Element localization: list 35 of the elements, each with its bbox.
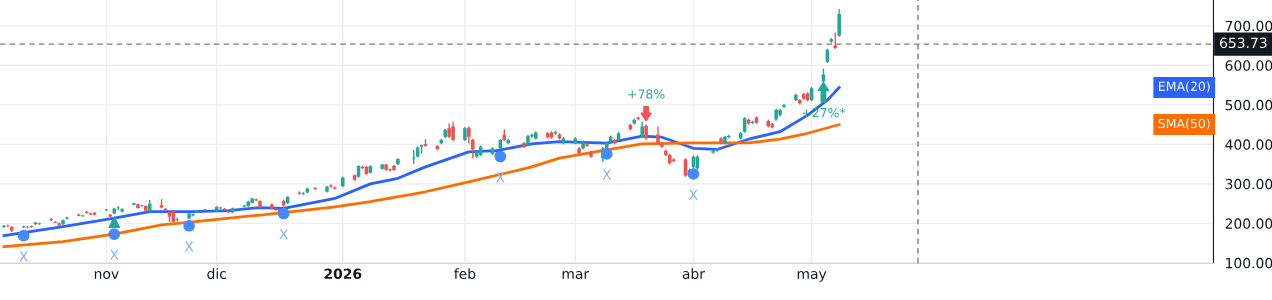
x-tick-label: mar <box>562 271 590 280</box>
point <box>17 229 30 242</box>
x-tick-label: abr <box>682 268 705 280</box>
y-tick-label: 400.00 <box>1225 139 1272 150</box>
y-tick-label: 700.00 <box>1225 20 1272 32</box>
y-tick-label: 500.00 <box>1225 99 1272 111</box>
annotation: X <box>109 249 119 260</box>
point <box>600 147 613 160</box>
point <box>687 168 700 180</box>
y-tick-label: 100.00 <box>1226 257 1272 269</box>
x-tick-label: feb <box>454 268 476 280</box>
annotation: X <box>689 189 698 200</box>
x-tick-label: nov <box>94 271 119 280</box>
y-tick-label: 200.00 <box>1225 218 1272 229</box>
annotation: X <box>279 229 288 240</box>
candlestick <box>195 209 199 214</box>
annotation: X <box>19 251 28 262</box>
text: SMA(50) <box>1158 118 1210 130</box>
point <box>277 207 290 220</box>
x-tick-label: may <box>797 271 827 282</box>
ref-line-label: 653.73 <box>1220 37 1267 49</box>
y-tick-label: 600.00 <box>1225 60 1272 71</box>
point <box>108 216 121 229</box>
point <box>183 219 195 232</box>
text: EMA(20) <box>1159 81 1210 93</box>
annotation: X <box>184 241 194 252</box>
x-tick-label: dic <box>207 268 226 280</box>
point <box>108 228 121 240</box>
annotation: X <box>602 169 612 180</box>
x-tick-label: 2026 <box>324 268 362 280</box>
candlestick <box>451 121 455 142</box>
y-tick-label: 300.00 <box>1225 178 1272 190</box>
point <box>494 150 507 163</box>
candlestick <box>837 8 841 38</box>
annotation: +78% <box>628 89 665 99</box>
